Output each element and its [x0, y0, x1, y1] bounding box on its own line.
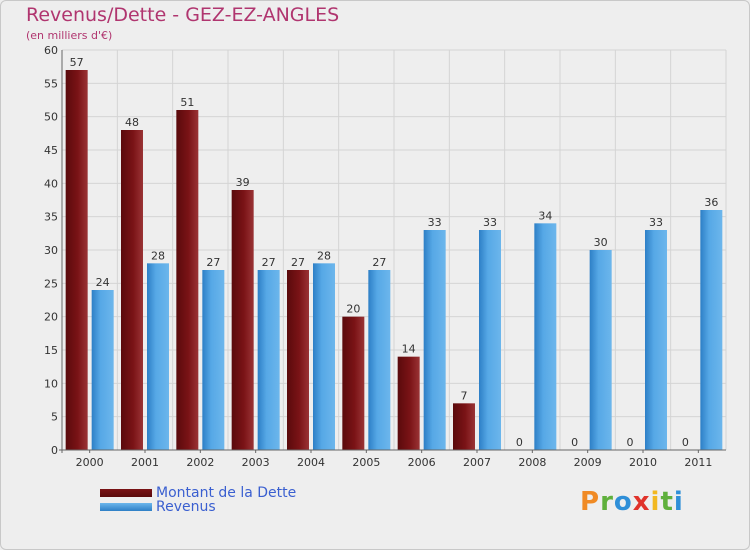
bar-revenue [534, 223, 557, 450]
bar-revenue [479, 230, 501, 450]
bar-debt [453, 403, 475, 450]
bar-debt-value-label: 14 [402, 343, 416, 356]
bar-debt [397, 356, 420, 450]
y-tick-label: 40 [44, 177, 58, 190]
bar-debt-value-label: 51 [180, 96, 194, 109]
logo-letter: t [660, 487, 674, 517]
bar-debt [65, 70, 88, 450]
y-tick-label: 60 [44, 44, 58, 57]
bar-debt [287, 270, 309, 450]
y-tick-label: 55 [44, 77, 58, 90]
y-tick-label: 10 [44, 377, 58, 390]
bar-debt-value-label: 57 [70, 56, 84, 69]
bar-revenue-value-label: 36 [704, 196, 718, 209]
x-tick-label: 2002 [186, 456, 214, 469]
bar-revenue [313, 263, 335, 450]
bar-revenue-value-label: 33 [483, 216, 497, 229]
logo-letter: r [600, 487, 614, 517]
x-tick-label: 2004 [297, 456, 325, 469]
legend-label-debt: Montant de la Dette [156, 485, 297, 501]
y-tick-label: 5 [51, 411, 58, 424]
logo-letter: P [580, 487, 601, 517]
chart-title: Revenus/Dette - GEZ-EZ-ANGLES [26, 4, 340, 26]
bar-revenue [589, 250, 612, 450]
legend-swatch-debt [100, 489, 152, 497]
x-tick-label: 2007 [463, 456, 491, 469]
proxiti-logo: Proxiti [580, 487, 684, 517]
bar-debt-value-label: 0 [627, 436, 634, 449]
legend-label-revenue: Revenus [156, 499, 216, 515]
bar-revenue-value-label: 28 [317, 249, 331, 262]
bar-debt [121, 130, 143, 450]
y-tick-label: 45 [44, 144, 58, 157]
bar-revenue [700, 210, 723, 450]
bar-revenue-value-label: 24 [96, 276, 110, 289]
bar-revenue-value-label: 30 [594, 236, 608, 249]
bar-revenue-value-label: 34 [538, 209, 552, 222]
y-tick-label: 35 [44, 211, 58, 224]
bar-revenue-value-label: 33 [649, 216, 663, 229]
x-tick-label: 2000 [76, 456, 104, 469]
bar-revenue [147, 263, 169, 450]
bar-revenue [645, 230, 667, 450]
x-tick-label: 2008 [518, 456, 546, 469]
bar-revenue-value-label: 27 [206, 256, 220, 269]
x-tick-label: 2011 [684, 456, 712, 469]
x-tick-label: 2006 [408, 456, 436, 469]
logo-letter: x [632, 487, 651, 517]
bar-debt-value-label: 27 [291, 256, 305, 269]
x-tick-label: 2009 [574, 456, 602, 469]
legend-swatch-revenue [100, 503, 152, 511]
bar-debt-value-label: 0 [516, 436, 523, 449]
x-tick-label: 2001 [131, 456, 159, 469]
y-tick-label: 15 [44, 344, 58, 357]
bar-debt-value-label: 48 [125, 116, 139, 129]
bar-debt-value-label: 7 [461, 389, 468, 402]
bar-revenue [423, 230, 446, 450]
bar-debt-value-label: 20 [346, 303, 360, 316]
y-tick-label: 20 [44, 311, 58, 324]
bar-debt-value-label: 39 [236, 176, 250, 189]
bar-debt-value-label: 0 [682, 436, 689, 449]
bar-debt-value-label: 0 [571, 436, 578, 449]
logo-letter: i [673, 487, 684, 517]
bar-debt [342, 316, 365, 450]
bar-revenue [202, 270, 225, 450]
y-tick-label: 50 [44, 111, 58, 124]
x-tick-label: 2005 [352, 456, 380, 469]
y-tick-label: 30 [44, 244, 58, 257]
bar-revenue [257, 270, 280, 450]
x-tick-label: 2003 [242, 456, 270, 469]
y-tick-label: 0 [51, 444, 58, 457]
chart-subtitle: (en milliers d'€) [26, 29, 113, 42]
bar-revenue-value-label: 28 [151, 249, 165, 262]
logo-letter: i [650, 487, 661, 517]
bar-debt [231, 190, 254, 450]
bar-revenue [368, 270, 391, 450]
x-tick-label: 2010 [629, 456, 657, 469]
bar-revenue-value-label: 33 [428, 216, 442, 229]
logo-letter: o [613, 487, 633, 517]
bar-revenue-value-label: 27 [262, 256, 276, 269]
bar-revenue [91, 290, 114, 450]
bar-debt [176, 110, 199, 450]
y-tick-label: 25 [44, 277, 58, 290]
bar-revenue-value-label: 27 [372, 256, 386, 269]
